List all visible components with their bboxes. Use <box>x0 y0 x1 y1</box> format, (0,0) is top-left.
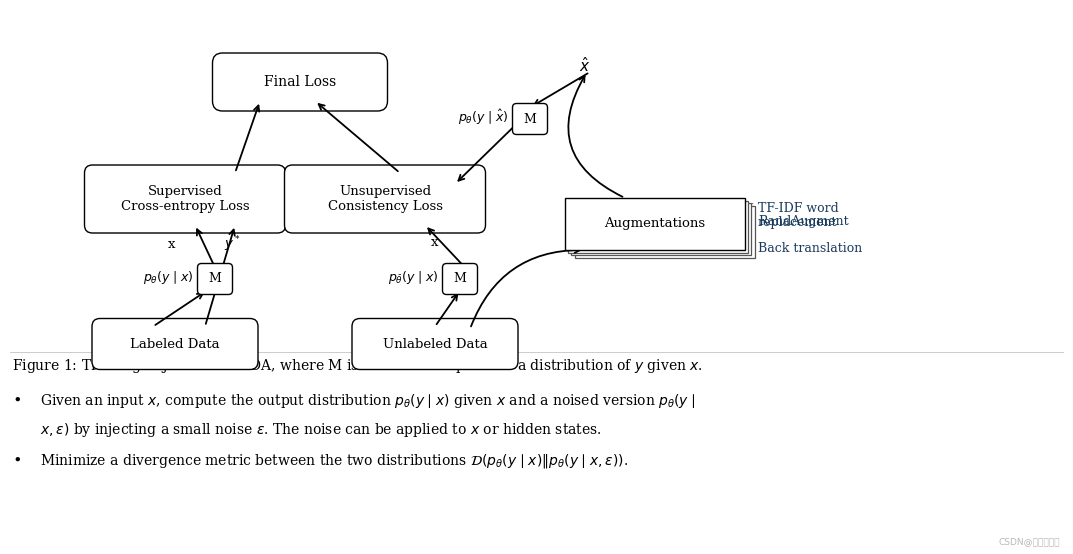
Text: $\bullet$: $\bullet$ <box>12 452 21 466</box>
FancyBboxPatch shape <box>442 264 477 295</box>
Text: Unsupervised
Consistency Loss: Unsupervised Consistency Loss <box>327 185 442 213</box>
FancyBboxPatch shape <box>212 53 387 111</box>
Text: M: M <box>208 273 221 285</box>
Text: Back translation: Back translation <box>758 243 863 255</box>
Text: $\bullet$: $\bullet$ <box>12 392 21 406</box>
Text: Supervised
Cross-entropy Loss: Supervised Cross-entropy Loss <box>120 185 249 213</box>
FancyBboxPatch shape <box>565 198 745 250</box>
Text: Unlabeled Data: Unlabeled Data <box>383 337 487 351</box>
FancyBboxPatch shape <box>92 319 258 370</box>
Text: $p_{\theta}(y \mid \hat{x})$: $p_{\theta}(y \mid \hat{x})$ <box>458 107 508 126</box>
Text: Final Loss: Final Loss <box>264 75 336 89</box>
FancyBboxPatch shape <box>513 104 547 135</box>
Text: x: x <box>168 238 176 250</box>
FancyBboxPatch shape <box>352 319 518 370</box>
FancyBboxPatch shape <box>571 203 751 255</box>
Text: $p_{\theta}(y \mid x)$: $p_{\theta}(y \mid x)$ <box>143 269 193 285</box>
Text: $p_{\bar{\theta}}(y \mid x)$: $p_{\bar{\theta}}(y \mid x)$ <box>387 269 438 285</box>
FancyBboxPatch shape <box>284 165 485 233</box>
Text: replacement: replacement <box>758 216 838 229</box>
Text: Labeled Data: Labeled Data <box>130 337 220 351</box>
Text: CSDN@快乐小码农: CSDN@快乐小码农 <box>999 537 1060 546</box>
Text: Augmentations: Augmentations <box>604 218 706 230</box>
Text: RandAugment: RandAugment <box>758 216 849 228</box>
Text: $x, \epsilon)$ by injecting a small noise $\epsilon$. The noise can be applied t: $x, \epsilon)$ by injecting a small nois… <box>40 421 602 439</box>
Text: TF-IDF word: TF-IDF word <box>758 202 839 215</box>
FancyBboxPatch shape <box>85 165 285 233</box>
FancyBboxPatch shape <box>575 206 755 258</box>
Text: Minimize a divergence metric between the two distributions $\mathcal{D}(p_{\thet: Minimize a divergence metric between the… <box>40 452 628 470</box>
Text: $y^*$: $y^*$ <box>223 234 240 254</box>
FancyBboxPatch shape <box>568 201 748 253</box>
FancyBboxPatch shape <box>197 264 233 295</box>
Text: Figure 1: Training objective for UDA, where M is a model that predicts a distrib: Figure 1: Training objective for UDA, wh… <box>12 357 703 375</box>
Text: M: M <box>524 112 536 126</box>
Text: M: M <box>454 273 467 285</box>
Text: $\hat{x}$: $\hat{x}$ <box>579 57 591 75</box>
Text: x: x <box>431 235 439 249</box>
Text: Given an input $x$, compute the output distribution $p_{\theta}(y \mid x)$ given: Given an input $x$, compute the output d… <box>40 392 696 410</box>
